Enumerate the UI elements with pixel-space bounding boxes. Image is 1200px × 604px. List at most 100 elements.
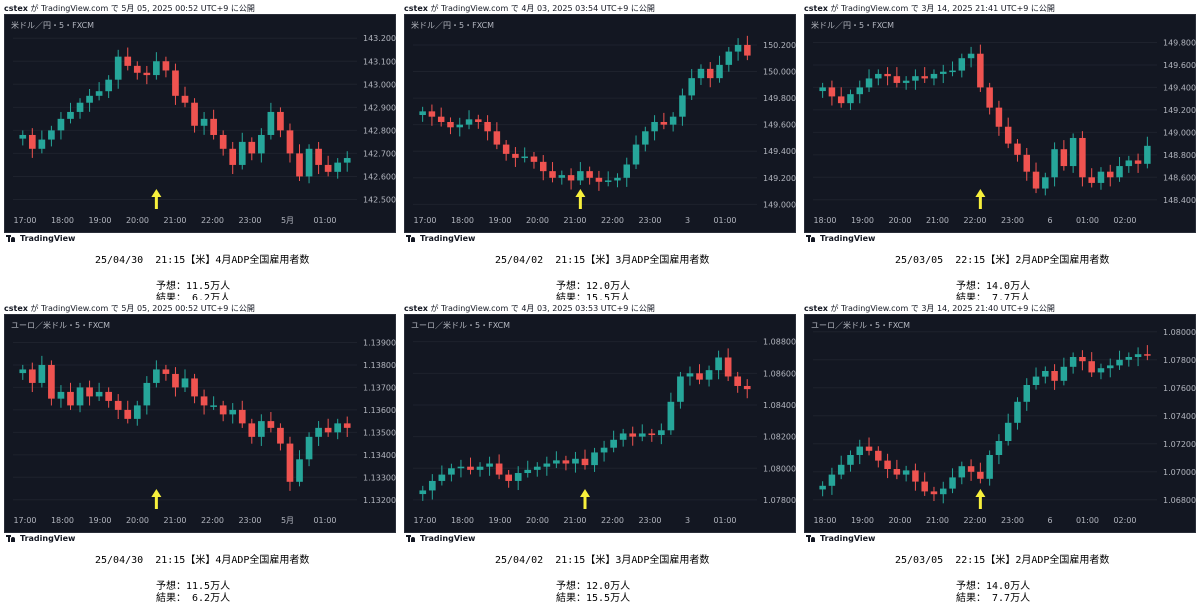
symbol-label: 米ドル／円・5・FXCM — [11, 21, 95, 30]
tradingview-logo[interactable]: TradingView — [406, 534, 475, 543]
tradingview-logo-text: TradingView — [20, 234, 76, 243]
tradingview-logo[interactable]: TradingView — [406, 234, 475, 243]
forecast-value: 14.0万人 — [986, 581, 1031, 592]
y-tick-label: 142.500 — [363, 195, 396, 204]
candle-body — [124, 56, 132, 66]
publish-info: が TradingView.com で 3月 14, 2025 21:41 UT… — [827, 4, 1055, 13]
publisher-name[interactable]: cstex — [404, 304, 428, 313]
candle-body — [181, 378, 189, 388]
candle-body — [629, 433, 637, 437]
candle-body — [1023, 385, 1030, 402]
candle-body — [315, 427, 322, 437]
x-tick-label: 20:00 — [888, 516, 911, 525]
y-tick-label: 150.000 — [763, 68, 796, 77]
candle-body — [549, 171, 556, 178]
x-tick-label: 18:00 — [51, 516, 74, 525]
candle-body — [456, 124, 463, 128]
event-date: 25/04/02 — [495, 555, 544, 566]
event-date: 25/03/05 — [895, 555, 944, 566]
candle-body — [248, 141, 256, 154]
candle-body — [967, 53, 975, 59]
forecast-line: 予想：14.0万人 — [956, 577, 1200, 592]
candle-body — [457, 466, 465, 469]
candlestick-chart: 1.08000 1.07800 1.07600 1.07400 1.07200 1.070… — [813, 328, 1196, 525]
chart-panel[interactable]: 143.200 143.100 143.000 142.900 142.800 142.7… — [4, 14, 396, 233]
x-tick-label: 6 — [1047, 516, 1052, 525]
publisher-name[interactable]: cstex — [404, 4, 428, 13]
y-tick-label: 1.08800 — [763, 338, 796, 347]
y-tick-label: 149.000 — [1163, 128, 1196, 137]
candle-body — [577, 171, 584, 181]
event-arrow-icon — [975, 489, 986, 509]
candle-body — [819, 485, 826, 490]
y-tick-label: 149.800 — [1163, 38, 1196, 47]
chart-panel[interactable]: 1.08000 1.07800 1.07600 1.07400 1.07200 1.070… — [804, 314, 1196, 533]
symbol-label: ユーロ／米ドル・5・FXCM — [411, 321, 511, 330]
tradingview-logo[interactable]: TradingView — [6, 534, 75, 543]
candle-body — [438, 474, 446, 481]
candlestick-chart: 149.800 149.600 149.400 149.200 149.000 148.8… — [813, 38, 1196, 225]
tradingview-logo-icon — [806, 235, 816, 242]
candle-body — [705, 370, 713, 380]
publisher-name[interactable]: cstex — [4, 4, 28, 13]
publish-info: が TradingView.com で 4月 03, 2025 03:54 UT… — [427, 4, 655, 13]
candle-body — [1060, 149, 1068, 167]
x-tick-label: 23:00 — [638, 516, 661, 525]
x-tick-label: 19:00 — [488, 516, 511, 525]
x-tick-label: 22:00 — [963, 516, 986, 525]
candle-body — [258, 134, 265, 154]
tradingview-logo[interactable]: TradingView — [806, 234, 875, 243]
event-time: 21:15 — [155, 255, 186, 266]
publisher-name[interactable]: cstex — [804, 304, 828, 313]
publisher-name[interactable]: cstex — [4, 304, 28, 313]
tradingview-logo-text: TradingView — [420, 234, 476, 243]
candle-body — [958, 58, 966, 71]
candle-body — [619, 433, 627, 440]
chart-panel[interactable]: 150.200 150.000 149.800 149.600 149.400 149.2… — [404, 14, 796, 233]
chart-panel[interactable]: 149.800 149.600 149.400 149.200 149.000 148.8… — [804, 14, 1196, 233]
event-caption: 25/04/02 21:15【米】3月ADP全国雇用者数 — [495, 551, 895, 566]
y-tick-label: 1.07600 — [1163, 384, 1196, 393]
candle-body — [1004, 422, 1012, 441]
event-name: 【米】3月ADP全国雇用者数 — [585, 255, 710, 266]
candle-body — [1042, 371, 1049, 377]
candle-body — [567, 175, 575, 181]
candle-body — [1032, 376, 1040, 385]
candle-body — [76, 387, 84, 406]
candle-body — [648, 433, 656, 436]
result-label: 結果： — [956, 593, 986, 604]
publish-header: cstex が TradingView.com で 5月 05, 2025 00… — [4, 3, 255, 14]
event-arrow-icon — [151, 489, 162, 509]
candle-body — [543, 463, 551, 467]
candle-body — [865, 78, 873, 88]
x-tick-label: 01:00 — [313, 516, 336, 525]
chart-panel[interactable]: 1.08800 1.08600 1.08400 1.08200 1.08000 1.078… — [404, 314, 796, 533]
candle-body — [884, 73, 891, 77]
candle-body — [172, 70, 179, 96]
x-tick-label: 5月 — [281, 516, 294, 525]
candle-body — [1125, 357, 1133, 360]
candle-body — [419, 490, 427, 495]
candle-body — [828, 474, 836, 486]
result-line: 結果：15.5万人 — [556, 589, 956, 604]
candle-body — [1144, 354, 1151, 356]
candle-body — [76, 102, 84, 112]
candle-body — [493, 131, 501, 145]
publish-info: が TradingView.com で 3月 14, 2025 21:40 UT… — [827, 304, 1055, 313]
candle-body — [949, 70, 956, 73]
symbol-label: ユーロ／米ドル・5・FXCM — [11, 321, 111, 330]
chart-panel[interactable]: 1.13900 1.13800 1.13700 1.13600 1.13500 1.134… — [4, 314, 396, 533]
candle-body — [343, 423, 351, 428]
y-tick-label: 143.000 — [363, 80, 396, 89]
y-tick-label: 149.600 — [1163, 61, 1196, 70]
y-tick-label: 1.08000 — [763, 464, 796, 473]
publisher-name[interactable]: cstex — [804, 4, 828, 13]
x-tick-label: 19:00 — [488, 216, 511, 225]
publish-header: cstex が TradingView.com で 4月 03, 2025 03… — [404, 303, 655, 314]
x-tick-label: 01:00 — [713, 516, 736, 525]
tradingview-logo[interactable]: TradingView — [6, 234, 75, 243]
publish-header: cstex が TradingView.com で 3月 14, 2025 21… — [804, 3, 1055, 14]
result-line: 結果： 6.2万人 — [156, 289, 556, 304]
tradingview-logo[interactable]: TradingView — [806, 534, 875, 543]
event-time: 22:15 — [955, 255, 986, 266]
